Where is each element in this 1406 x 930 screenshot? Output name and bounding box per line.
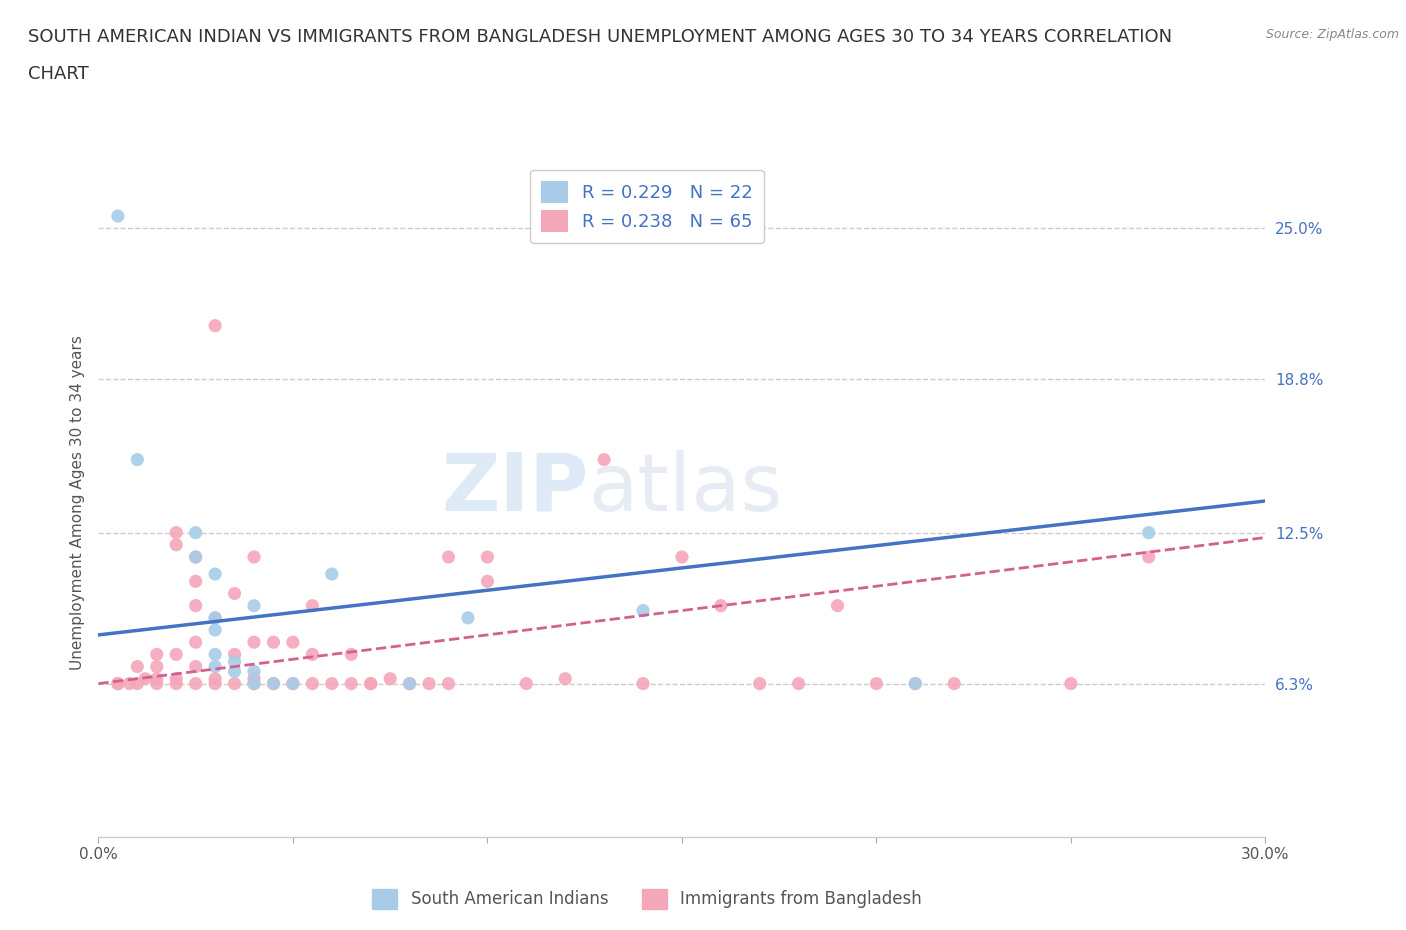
Point	[165, 538, 187, 552]
Point	[631, 604, 654, 618]
Point	[262, 635, 284, 650]
Point	[146, 676, 169, 691]
Point	[165, 671, 187, 686]
Point	[554, 671, 576, 686]
Text: CHART: CHART	[28, 65, 89, 83]
Point	[243, 671, 266, 686]
Point	[204, 566, 226, 581]
Point	[243, 550, 266, 565]
Point	[146, 671, 169, 686]
Point	[477, 574, 499, 589]
Point	[710, 598, 733, 613]
Point	[127, 452, 149, 467]
Point	[787, 676, 810, 691]
Point	[184, 525, 207, 540]
Point	[118, 676, 141, 691]
Point	[204, 318, 226, 333]
Point	[378, 671, 402, 686]
Text: atlas: atlas	[589, 450, 783, 528]
Point	[301, 676, 323, 691]
Point	[107, 676, 129, 691]
Point	[398, 676, 420, 691]
Point	[146, 659, 169, 674]
Point	[204, 671, 226, 686]
Point	[1137, 550, 1160, 565]
Point	[262, 676, 284, 691]
Point	[184, 598, 207, 613]
Point	[418, 676, 440, 691]
Point	[165, 647, 187, 662]
Point	[165, 525, 187, 540]
Point	[184, 635, 207, 650]
Point	[127, 659, 149, 674]
Point	[301, 598, 323, 613]
Point	[593, 452, 616, 467]
Point	[437, 550, 460, 565]
Point	[943, 676, 966, 691]
Point	[127, 676, 149, 691]
Point	[904, 676, 927, 691]
Point	[262, 676, 284, 691]
Point	[398, 676, 420, 691]
Point	[165, 676, 187, 691]
Point	[340, 676, 363, 691]
Text: Source: ZipAtlas.com: Source: ZipAtlas.com	[1265, 28, 1399, 41]
Point	[243, 635, 266, 650]
Point	[204, 610, 226, 625]
Point	[748, 676, 770, 691]
Point	[631, 676, 654, 691]
Point	[1137, 525, 1160, 540]
Point	[515, 676, 537, 691]
Point	[281, 676, 304, 691]
Point	[204, 622, 226, 637]
Point	[204, 610, 226, 625]
Point	[184, 659, 207, 674]
Point	[204, 676, 226, 691]
Point	[360, 676, 382, 691]
Point	[437, 676, 460, 691]
Point	[224, 664, 246, 679]
Point	[457, 610, 479, 625]
Point	[301, 647, 323, 662]
Point	[204, 647, 226, 662]
Point	[865, 676, 887, 691]
Point	[224, 676, 246, 691]
Point	[827, 598, 849, 613]
Point	[184, 676, 207, 691]
Point	[184, 550, 207, 565]
Point	[671, 550, 693, 565]
Point	[243, 676, 266, 691]
Point	[360, 676, 382, 691]
Legend: South American Indians, Immigrants from Bangladesh: South American Indians, Immigrants from …	[366, 882, 928, 916]
Point	[107, 208, 129, 223]
Point	[184, 574, 207, 589]
Point	[243, 598, 266, 613]
Point	[1060, 676, 1083, 691]
Point	[107, 676, 129, 691]
Point	[204, 659, 226, 674]
Point	[321, 676, 343, 691]
Text: SOUTH AMERICAN INDIAN VS IMMIGRANTS FROM BANGLADESH UNEMPLOYMENT AMONG AGES 30 T: SOUTH AMERICAN INDIAN VS IMMIGRANTS FROM…	[28, 28, 1173, 46]
Point	[224, 586, 246, 601]
Point	[340, 647, 363, 662]
Y-axis label: Unemployment Among Ages 30 to 34 years: Unemployment Among Ages 30 to 34 years	[69, 335, 84, 670]
Point	[904, 676, 927, 691]
Point	[281, 676, 304, 691]
Point	[321, 566, 343, 581]
Point	[184, 550, 207, 565]
Text: ZIP: ZIP	[441, 450, 589, 528]
Point	[281, 635, 304, 650]
Point	[224, 654, 246, 669]
Point	[134, 671, 156, 686]
Point	[243, 676, 266, 691]
Point	[224, 647, 246, 662]
Point	[146, 647, 169, 662]
Point	[243, 664, 266, 679]
Point	[477, 550, 499, 565]
